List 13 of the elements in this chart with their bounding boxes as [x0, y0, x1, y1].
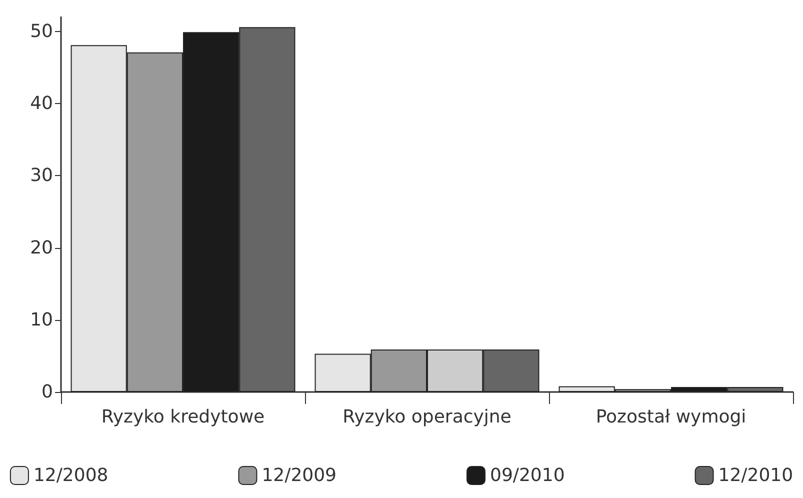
y-tick-label: 0 — [42, 382, 53, 402]
x-tick-label: Pozostał wymogi — [596, 406, 746, 428]
legend-label: 12/2009 — [262, 465, 337, 486]
y-tick-label: 20 — [30, 237, 53, 258]
y-tick-label: 40 — [30, 93, 53, 114]
y-tick-label: 10 — [30, 309, 53, 330]
x-tick-label: Ryzyko kredytowe — [101, 406, 265, 428]
y-tick-label: 30 — [30, 165, 53, 186]
x-tick-label: Ryzyko operacyjne — [342, 406, 512, 428]
y-tick-label: 50 — [30, 20, 53, 42]
legend-label: 12/2008 — [33, 465, 108, 486]
legend-label: 12/2010 — [718, 465, 794, 486]
legend-label: 09/2010 — [490, 465, 565, 486]
